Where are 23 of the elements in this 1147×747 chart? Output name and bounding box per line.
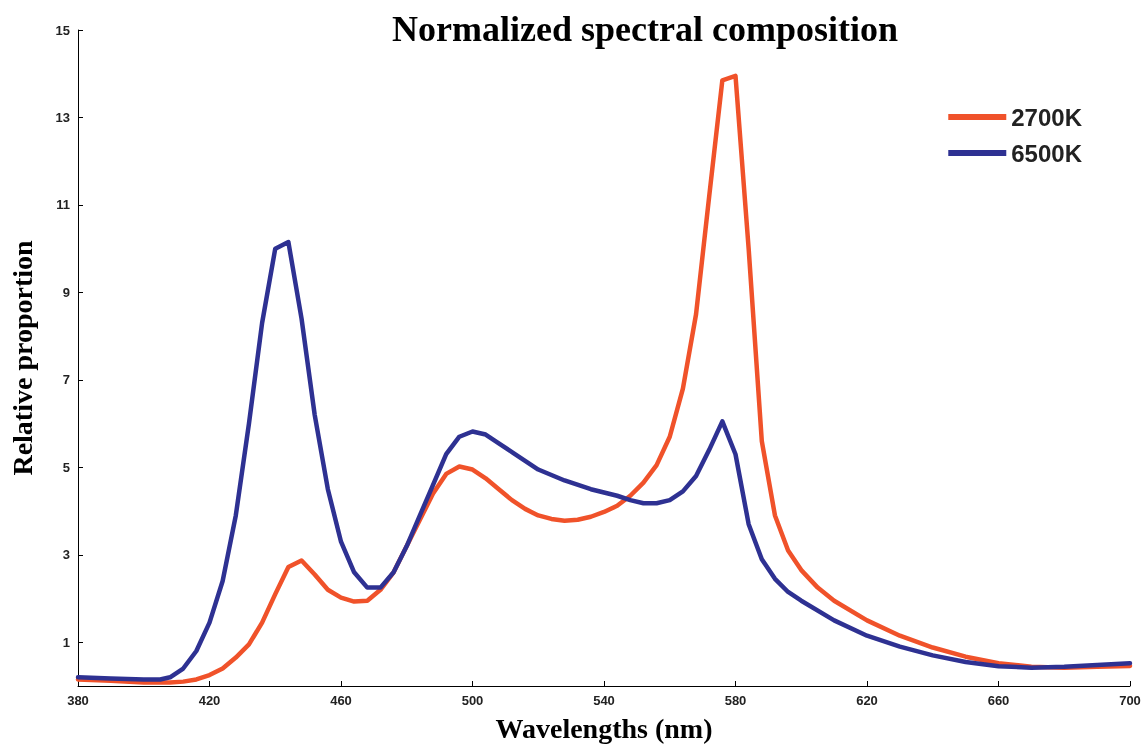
x-tick-label: 660	[987, 693, 1010, 708]
line-series	[75, 239, 1133, 682]
y-axis-title: Relative proportion	[6, 240, 38, 476]
y-tick-label: 11	[56, 197, 70, 213]
x-tick-label: 540	[593, 693, 615, 708]
x-tick-label: 460	[330, 693, 352, 708]
x-tick-label: 380	[67, 693, 89, 708]
x-tick-label: 580	[724, 693, 747, 708]
legend-label: 6500K	[1011, 139, 1083, 167]
y-tick-label: 9	[62, 284, 70, 300]
x-axis-title: Wavelengths (nm)	[495, 712, 713, 744]
y-tick-label: 1	[62, 634, 70, 650]
x-tick-label: 500	[461, 693, 484, 708]
x-tick-label: 620	[856, 693, 878, 708]
legend-label: 2700K	[1011, 103, 1083, 131]
y-tick-label: 13	[55, 109, 70, 125]
chart-title: Normalized spectral composition	[392, 9, 898, 49]
y-tick-label: 3	[62, 547, 70, 563]
y-tick-label: 15	[55, 22, 70, 38]
x-tick-label: 420	[198, 693, 221, 708]
x-tick-label: 700	[1119, 693, 1141, 708]
y-tick-label: 5	[62, 459, 70, 475]
y-tick-label: 7	[62, 372, 70, 388]
